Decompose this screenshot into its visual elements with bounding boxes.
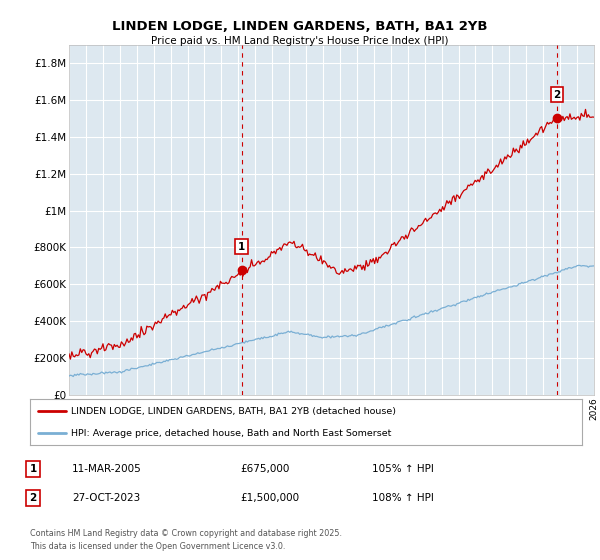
Text: Contains HM Land Registry data © Crown copyright and database right 2025.
This d: Contains HM Land Registry data © Crown c… — [30, 529, 342, 550]
Text: £675,000: £675,000 — [240, 464, 289, 474]
Text: 27-OCT-2023: 27-OCT-2023 — [72, 493, 140, 503]
Text: LINDEN LODGE, LINDEN GARDENS, BATH, BA1 2YB (detached house): LINDEN LODGE, LINDEN GARDENS, BATH, BA1 … — [71, 407, 397, 416]
Text: 105% ↑ HPI: 105% ↑ HPI — [372, 464, 434, 474]
Text: Price paid vs. HM Land Registry's House Price Index (HPI): Price paid vs. HM Land Registry's House … — [151, 36, 449, 46]
Text: 1: 1 — [29, 464, 37, 474]
Text: 108% ↑ HPI: 108% ↑ HPI — [372, 493, 434, 503]
Text: 2: 2 — [29, 493, 37, 503]
Text: £1,500,000: £1,500,000 — [240, 493, 299, 503]
Text: 11-MAR-2005: 11-MAR-2005 — [72, 464, 142, 474]
Text: 1: 1 — [238, 241, 245, 251]
Text: 2: 2 — [553, 90, 561, 100]
Text: HPI: Average price, detached house, Bath and North East Somerset: HPI: Average price, detached house, Bath… — [71, 429, 392, 438]
Text: LINDEN LODGE, LINDEN GARDENS, BATH, BA1 2YB: LINDEN LODGE, LINDEN GARDENS, BATH, BA1 … — [112, 20, 488, 32]
